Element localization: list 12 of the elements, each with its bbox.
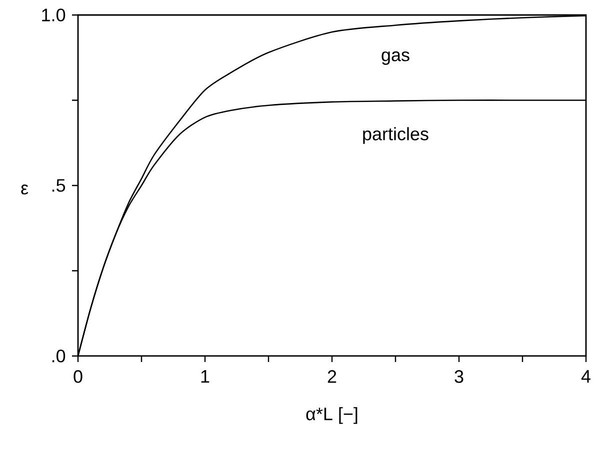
series-label: gas	[382, 51, 410, 65]
x-tick-label: 0	[74, 370, 82, 383]
y-tick-label: .5	[52, 179, 66, 192]
y-tick-label: .0	[52, 350, 66, 362]
x-axis-title: α*L [−]	[306, 407, 358, 424]
x-tick-label: 3	[454, 370, 464, 383]
x-tick-label: 1	[201, 370, 210, 383]
series-label: particles	[363, 127, 428, 144]
y-axis-title: ε	[21, 184, 28, 194]
x-tick-label: 4	[581, 370, 590, 383]
y-tick-label: 1.0	[42, 8, 66, 22]
x-tick-label: 2	[328, 370, 336, 383]
